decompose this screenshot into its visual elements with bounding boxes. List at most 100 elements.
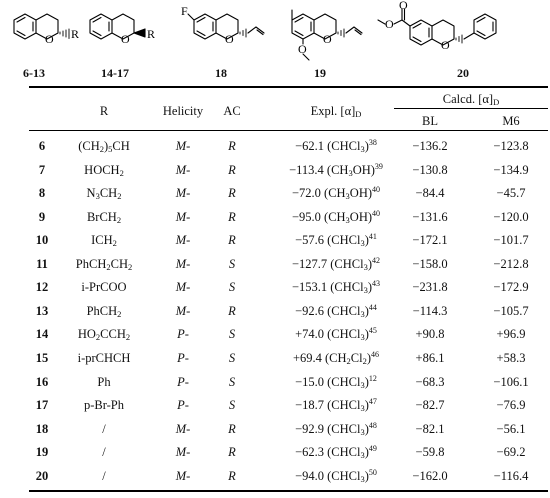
svg-text:R: R bbox=[147, 27, 155, 41]
absolute-configuration: R bbox=[228, 209, 236, 224]
svg-text:O: O bbox=[385, 17, 394, 31]
helicity: M- bbox=[175, 445, 191, 460]
experimental-rotation: +69.4 (CH2Cl2)46 bbox=[292, 349, 380, 366]
calcd-m6: −45.7 bbox=[496, 186, 526, 201]
structure-14-17 bbox=[89, 13, 146, 40]
experimental-rotation: −18.7 (CHCl3)47 bbox=[295, 397, 377, 414]
compound-id: 18 bbox=[35, 421, 49, 436]
svg-text:O: O bbox=[121, 32, 130, 46]
experimental-rotation: −72.0 (CH3OH)40 bbox=[291, 185, 381, 202]
experimental-rotation: −62.1 (CHCl3)38 bbox=[295, 138, 377, 154]
calcd-m6: −116.4 bbox=[493, 468, 529, 483]
calcd-bl: −172.1 bbox=[412, 233, 448, 248]
compound-id: 13 bbox=[35, 303, 49, 318]
calcd-bl: +86.1 bbox=[415, 350, 445, 365]
calcd-m6: +58.3 bbox=[496, 350, 526, 365]
calcd-m6: −105.7 bbox=[493, 303, 529, 318]
compound-label: 6-13 bbox=[23, 66, 45, 80]
structures-strip: O R O R F O bbox=[0, 0, 550, 82]
experimental-rotation: +74.0 (CHCl3)45 bbox=[295, 326, 377, 343]
calcd-m6: +96.9 bbox=[496, 327, 526, 342]
helicity: P- bbox=[177, 374, 189, 389]
helicity: M- bbox=[175, 162, 191, 177]
r-group: PhCH2CH2 bbox=[75, 256, 133, 272]
helicity: M- bbox=[175, 421, 191, 436]
helicity: M- bbox=[175, 209, 191, 224]
svg-text:O: O bbox=[298, 42, 307, 56]
compound-id: 7 bbox=[38, 162, 46, 177]
r-group: Ph bbox=[97, 374, 111, 389]
compound-id: 11 bbox=[36, 256, 48, 271]
compound-id: 20 bbox=[35, 468, 49, 483]
calcd-m6: −172.9 bbox=[493, 280, 529, 295]
calcd-bl: −114.3 bbox=[412, 303, 448, 318]
svg-text:O: O bbox=[225, 32, 234, 46]
calcd-m6: −106.1 bbox=[493, 374, 529, 389]
header-m6: M6 bbox=[502, 114, 520, 128]
svg-text:O: O bbox=[441, 38, 450, 52]
svg-text:O: O bbox=[323, 32, 332, 46]
r-group: / bbox=[102, 468, 106, 483]
calcd-bl: −130.8 bbox=[412, 162, 448, 177]
svg-text:O: O bbox=[399, 0, 408, 12]
helicity: M- bbox=[175, 303, 191, 318]
calcd-bl: −231.8 bbox=[412, 280, 448, 295]
structure-6-13 bbox=[13, 13, 70, 40]
calcd-m6: −69.2 bbox=[496, 445, 526, 460]
calcd-m6: −120.0 bbox=[493, 209, 529, 224]
calcd-m6: −76.9 bbox=[496, 398, 526, 413]
calcd-bl: −84.4 bbox=[415, 186, 445, 201]
calcd-bl: −162.0 bbox=[412, 468, 448, 483]
calcd-m6: −134.9 bbox=[493, 162, 529, 177]
header-r: R bbox=[99, 104, 109, 118]
compound-id: 19 bbox=[35, 445, 49, 460]
helicity: M- bbox=[175, 256, 191, 271]
experimental-rotation: −57.6 (CHCl3)41 bbox=[295, 232, 377, 249]
svg-text:F: F bbox=[181, 4, 188, 18]
experimental-rotation: −94.0 (CHCl3)50 bbox=[295, 467, 377, 484]
calcd-bl: −68.3 bbox=[415, 374, 445, 389]
compound-label: 18 bbox=[215, 66, 227, 80]
compound-label: 20 bbox=[457, 66, 469, 80]
header-bl: BL bbox=[422, 114, 438, 128]
absolute-configuration: S bbox=[228, 280, 236, 295]
experimental-rotation: −113.4 (CH3OH)39 bbox=[289, 161, 383, 178]
helicity: P- bbox=[177, 350, 189, 365]
experimental-rotation: −15.0 (CHCl3)12 bbox=[295, 373, 377, 390]
calcd-bl: −82.1 bbox=[415, 421, 445, 436]
experimental-rotation: −92.6 (CHCl3)44 bbox=[295, 302, 377, 319]
calcd-bl: −131.6 bbox=[412, 209, 448, 224]
compound-id: 9 bbox=[38, 209, 46, 224]
r-group: ICH2 bbox=[91, 233, 117, 249]
table-bottom-rule bbox=[29, 490, 548, 492]
chroman-structures-drawing: O R O R F O bbox=[13, 0, 497, 61]
helicity: M- bbox=[175, 280, 191, 295]
helicity: M- bbox=[175, 468, 191, 483]
r-group: i-PrCOO bbox=[81, 280, 127, 295]
absolute-configuration: S bbox=[228, 256, 236, 271]
calcd-m6: −123.8 bbox=[493, 139, 529, 153]
header-expl: Expl. [α]D bbox=[310, 104, 362, 119]
r-group: HOCH2 bbox=[84, 162, 124, 178]
experimental-rotation: −92.9 (CHCl3)48 bbox=[295, 420, 377, 437]
table-top-rule bbox=[29, 86, 548, 88]
absolute-configuration: R bbox=[228, 233, 236, 248]
absolute-configuration: R bbox=[228, 445, 236, 460]
absolute-configuration: R bbox=[228, 468, 236, 483]
structure-20 bbox=[377, 8, 497, 46]
calcd-bl: +90.8 bbox=[415, 327, 445, 342]
calcd-m6: −212.8 bbox=[493, 256, 529, 271]
calcd-m6: −56.1 bbox=[496, 421, 526, 436]
compound-id: 15 bbox=[35, 350, 49, 365]
helicity: P- bbox=[177, 327, 189, 342]
r-group: p-Br-Ph bbox=[83, 398, 125, 413]
absolute-configuration: R bbox=[228, 139, 236, 153]
compound-label: 14-17 bbox=[101, 66, 129, 80]
structure-19 bbox=[291, 9, 363, 61]
experimental-rotation: −95.0 (CH3OH)40 bbox=[291, 208, 381, 225]
compound-label: 19 bbox=[314, 66, 326, 80]
r-group: N3CH2 bbox=[86, 186, 122, 202]
absolute-configuration: S bbox=[228, 350, 236, 365]
helicity: M- bbox=[175, 186, 191, 201]
absolute-configuration: R bbox=[228, 421, 236, 436]
